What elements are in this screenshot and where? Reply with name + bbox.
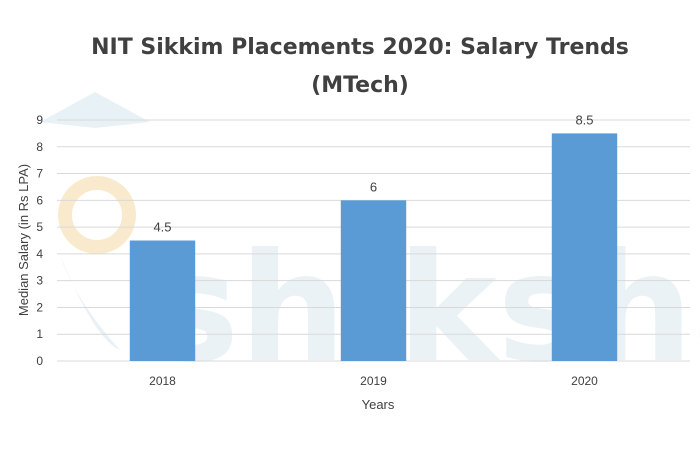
data-label-2020: 8.5: [575, 112, 593, 127]
x-tick-label-2020: 2020: [571, 374, 598, 388]
y-tick-label: 8: [36, 140, 43, 154]
bar-2019: [340, 200, 407, 361]
y-tick-label: 3: [36, 274, 43, 288]
data-label-2018: 4.5: [153, 220, 171, 235]
x-tick-label-2018: 2018: [149, 374, 176, 388]
y-tick-label: 9: [36, 113, 43, 127]
chart-title-line-2: (MTech): [311, 73, 409, 98]
bars: [129, 133, 618, 361]
watermark-logo-icon: [40, 92, 150, 350]
x-axis-ticks: 2018 2019 2020: [149, 374, 598, 388]
y-tick-label: 0: [36, 354, 43, 368]
bar-2018: [129, 240, 196, 361]
x-tick-label-2019: 2019: [360, 374, 387, 388]
x-axis-label: Years: [362, 397, 395, 412]
bar-2020: [551, 133, 618, 361]
y-tick-label: 5: [36, 220, 43, 234]
y-tick-label: 6: [36, 193, 43, 207]
watermark-text: shiksha: [150, 222, 700, 396]
y-tick-label: 7: [36, 167, 43, 181]
y-tick-label: 1: [36, 327, 43, 341]
y-axis-ticks: 0 1 2 3 4 5 6 7 8 9: [36, 113, 43, 368]
y-tick-label: 2: [36, 300, 43, 314]
y-tick-label: 4: [36, 247, 43, 261]
data-label-2019: 6: [370, 179, 377, 194]
data-labels: 4.5 6 8.5: [153, 112, 593, 234]
chart-title-line-1: NIT Sikkim Placements 2020: Salary Trend…: [91, 35, 629, 60]
y-axis-label: Median Salary (in Rs LPA): [16, 164, 31, 316]
